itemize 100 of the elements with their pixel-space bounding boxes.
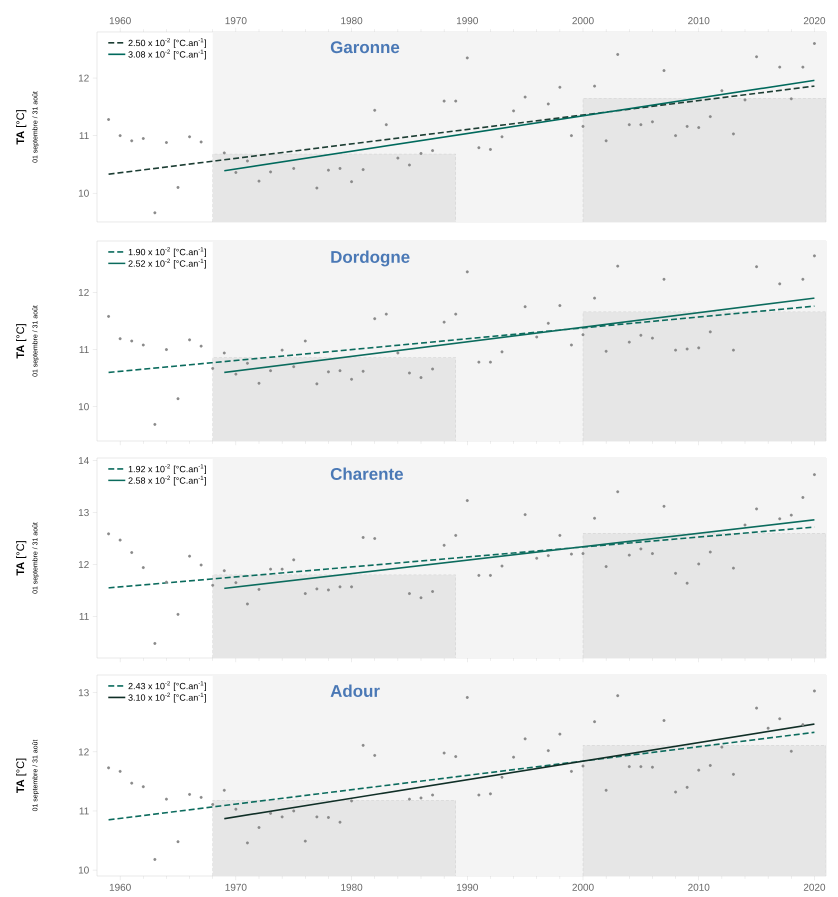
point xyxy=(107,314,110,318)
point xyxy=(477,794,480,796)
point xyxy=(558,534,562,537)
point xyxy=(118,538,122,542)
y-tick-label: 10 xyxy=(78,403,89,410)
point xyxy=(234,170,238,174)
point xyxy=(118,770,122,773)
point xyxy=(558,732,562,736)
point xyxy=(130,782,134,785)
point xyxy=(200,140,203,144)
point xyxy=(604,565,608,568)
point xyxy=(315,587,318,590)
legend-label: 3.08 x 10$^{-2}$ [°C.an$^{-1}$] xyxy=(128,50,206,60)
point xyxy=(477,574,480,577)
point xyxy=(258,382,260,385)
point xyxy=(326,816,330,819)
point xyxy=(744,524,746,527)
point xyxy=(708,330,712,334)
point xyxy=(801,278,804,281)
point xyxy=(570,134,573,138)
point xyxy=(130,551,134,554)
point xyxy=(582,124,584,128)
point xyxy=(512,756,516,759)
legend-label: 2.43 x 10$^{-2}$ [°C.an$^{-1}$] xyxy=(128,681,206,692)
point xyxy=(593,296,596,300)
point xyxy=(373,537,376,540)
point xyxy=(628,765,631,768)
point xyxy=(616,52,620,56)
point xyxy=(650,766,654,769)
point xyxy=(338,166,342,170)
point xyxy=(164,348,168,352)
point xyxy=(812,689,816,692)
point xyxy=(720,746,724,749)
point xyxy=(431,149,434,152)
point xyxy=(188,338,192,342)
point xyxy=(222,351,226,354)
point xyxy=(454,312,458,316)
point xyxy=(662,504,666,508)
point xyxy=(778,517,782,520)
point xyxy=(535,335,538,338)
point xyxy=(500,135,504,138)
point xyxy=(477,146,480,150)
legend-label: 3.10 x 10$^{-2}$ [°C.an$^{-1}$] xyxy=(128,692,206,702)
point xyxy=(350,180,354,184)
point xyxy=(628,340,631,344)
point xyxy=(350,799,354,802)
point xyxy=(744,98,746,102)
point xyxy=(639,765,642,768)
point xyxy=(662,719,666,722)
point xyxy=(362,744,365,747)
point xyxy=(107,766,110,770)
point xyxy=(558,86,562,89)
point xyxy=(790,97,793,100)
point xyxy=(593,84,596,88)
y-tick-label: 13 xyxy=(78,689,89,696)
point xyxy=(118,134,122,138)
point xyxy=(107,532,110,536)
point xyxy=(130,139,134,142)
point xyxy=(732,566,735,570)
chart-title: Garonne xyxy=(330,41,400,54)
point xyxy=(801,496,804,499)
point xyxy=(801,723,804,726)
text: Dordogne xyxy=(331,250,410,266)
point xyxy=(674,790,678,794)
legend-label: 1.90 x 10$^{-2}$ [°C.an$^{-1}$] xyxy=(128,247,206,258)
point xyxy=(708,115,712,118)
point xyxy=(500,350,504,354)
point xyxy=(176,840,180,844)
point xyxy=(570,343,573,346)
point xyxy=(246,602,249,606)
point xyxy=(420,596,422,600)
point xyxy=(292,558,296,562)
y-tick-label: 11 xyxy=(80,346,89,353)
point xyxy=(812,42,816,45)
y-tick-label: 12 xyxy=(78,748,89,756)
point xyxy=(732,132,735,136)
point xyxy=(164,580,168,584)
point xyxy=(234,372,238,376)
point xyxy=(488,574,492,577)
point xyxy=(408,592,411,596)
point xyxy=(164,798,168,801)
y-tick-label: 12 xyxy=(78,561,89,568)
point xyxy=(593,720,596,724)
point xyxy=(616,694,620,698)
point xyxy=(384,123,388,126)
point xyxy=(546,102,550,106)
point xyxy=(211,366,214,370)
y-tick-label: 12 xyxy=(78,288,89,296)
point xyxy=(442,752,446,755)
legend-label: 2.58 x 10$^{-2}$ [°C.an$^{-1}$] xyxy=(128,476,206,486)
point xyxy=(258,826,260,830)
point xyxy=(697,126,700,130)
point xyxy=(304,592,307,596)
point xyxy=(384,312,388,316)
point xyxy=(142,343,145,346)
point xyxy=(477,360,480,364)
point xyxy=(442,100,446,103)
point xyxy=(164,141,168,144)
point xyxy=(755,507,758,510)
x2-tick-label: 1970 xyxy=(226,17,247,24)
